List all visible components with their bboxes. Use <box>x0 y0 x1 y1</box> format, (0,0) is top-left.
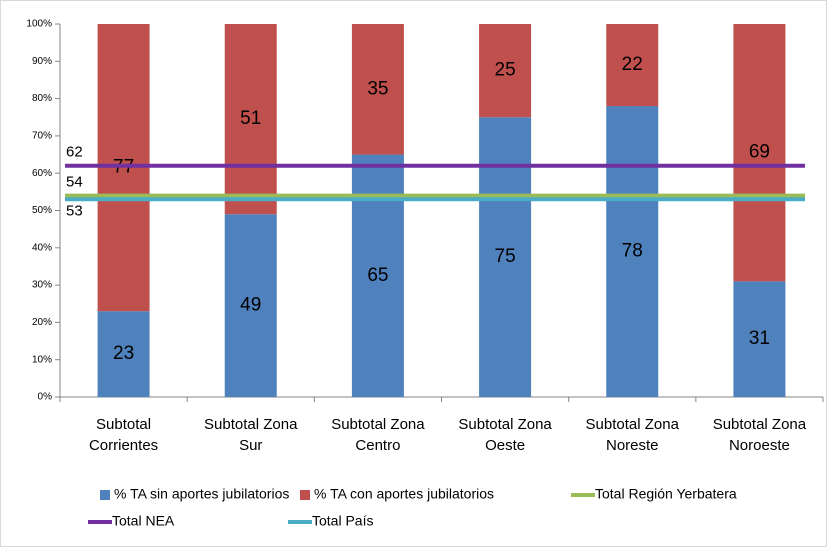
y-tick-label: 0% <box>38 392 53 403</box>
bar-segment <box>733 281 786 397</box>
x-tick-label: Centro <box>355 437 400 454</box>
line-label: 53 <box>66 202 83 219</box>
bar-segment <box>479 24 532 118</box>
data-label: 65 <box>367 265 388 286</box>
y-tick-label: 100% <box>26 19 52 30</box>
y-tick-label: 80% <box>32 93 52 104</box>
legend-label: Total Región Yerbatera <box>595 486 737 502</box>
x-tick-label: Subtotal Zona <box>204 416 298 433</box>
legend-label: Total País <box>312 513 373 529</box>
bar-segment <box>224 24 277 215</box>
legend-label: % TA con aportes jubilatorios <box>314 486 494 502</box>
line-label: 62 <box>66 144 83 161</box>
x-tick-label: Noreste <box>606 437 659 454</box>
data-label: 35 <box>367 78 388 99</box>
y-tick-label: 90% <box>32 56 52 67</box>
bar-segment <box>351 24 404 155</box>
y-tick-label: 50% <box>32 205 52 216</box>
x-tick-label: Subtotal Zona <box>586 416 680 433</box>
y-tick-label: 30% <box>32 280 52 291</box>
x-tick-label: Corrientes <box>89 437 158 454</box>
y-tick-label: 40% <box>32 242 52 253</box>
legend-label: Total NEA <box>112 513 175 529</box>
bar-segment <box>97 311 150 397</box>
data-label: 51 <box>240 108 261 129</box>
data-label: 69 <box>749 142 770 163</box>
y-tick-label: 20% <box>32 317 52 328</box>
bar-segment <box>733 24 786 282</box>
x-tick-label: Oeste <box>485 437 525 454</box>
x-tick-label: Sur <box>239 437 262 454</box>
data-label: 49 <box>240 295 261 316</box>
bar-segment <box>606 24 659 107</box>
data-label: 22 <box>622 54 643 75</box>
bar-segment <box>606 106 659 397</box>
data-label: 78 <box>622 241 643 262</box>
bar-segment <box>224 214 277 397</box>
data-label: 23 <box>113 343 134 364</box>
legend-swatch <box>300 490 310 500</box>
x-tick-label: Subtotal Zona <box>713 416 807 433</box>
data-label: 25 <box>495 60 516 81</box>
data-label: 75 <box>495 246 516 267</box>
data-label: 31 <box>749 328 770 349</box>
x-tick-label: Subtotal <box>96 416 151 433</box>
x-tick-label: Subtotal Zona <box>458 416 552 433</box>
y-tick-label: 70% <box>32 131 52 142</box>
legend-label: % TA sin aportes jubilatorios <box>114 486 289 502</box>
legend-swatch <box>100 490 110 500</box>
x-tick-label: Subtotal Zona <box>331 416 425 433</box>
line-label: 54 <box>66 174 83 191</box>
x-tick-label: Noroeste <box>729 437 790 454</box>
y-tick-label: 60% <box>32 168 52 179</box>
y-tick-label: 10% <box>32 354 52 365</box>
